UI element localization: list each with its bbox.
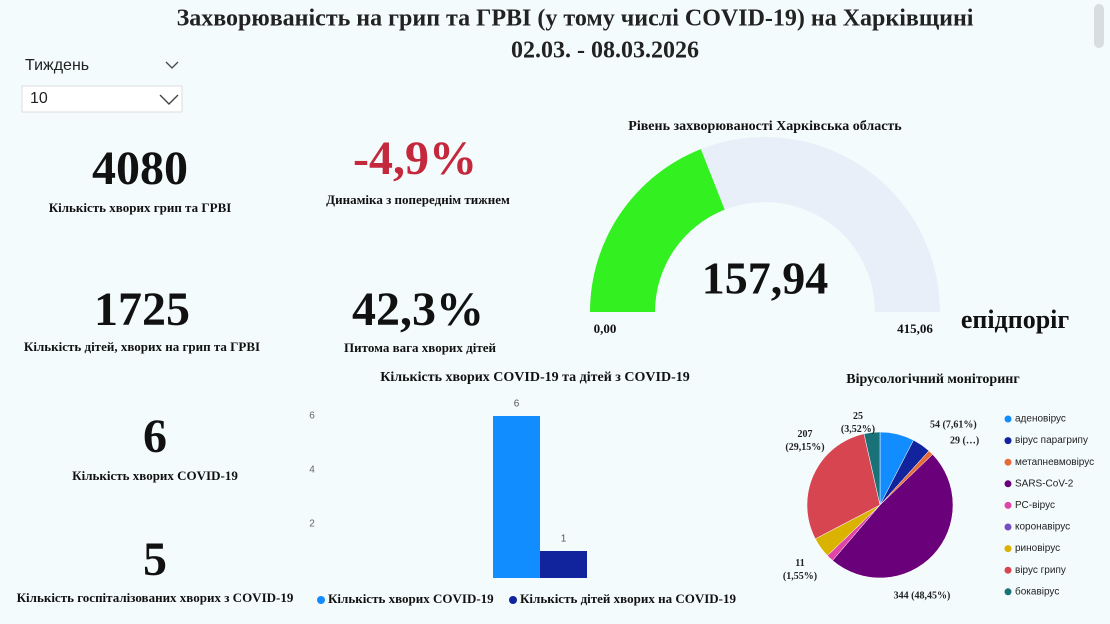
kpi-value: 1725 bbox=[94, 283, 190, 336]
data-label: 207 (29,15%) bbox=[785, 429, 824, 453]
scrollbar[interactable] bbox=[1094, 4, 1104, 48]
data-label: 344 (48,45%) bbox=[894, 590, 951, 601]
legend-label: вірус парагрипу bbox=[1015, 435, 1088, 446]
data-label: 29 (…) bbox=[950, 435, 979, 446]
legend-label: SARS-CoV-2 bbox=[1015, 478, 1074, 489]
charts: Рівень захворюваності Харківська область… bbox=[309, 119, 1094, 606]
legend-marker bbox=[1004, 566, 1012, 574]
chart-title: Кількість хворих COVID-19 та дітей з COV… bbox=[380, 370, 690, 385]
legend-marker bbox=[1004, 437, 1012, 445]
gauge-value bbox=[590, 149, 725, 312]
data-label: 25 (3,52%) bbox=[841, 411, 875, 435]
legend-marker bbox=[509, 596, 517, 604]
chevron[interactable] bbox=[159, 94, 179, 105]
gauge-min: 0,00 bbox=[594, 321, 617, 336]
kpi-label: Питома вага хворих дітей bbox=[344, 340, 497, 355]
kpi-value: 5 bbox=[143, 533, 167, 586]
kpi-label: Кількість дітей, хворих на грип та ГРВІ bbox=[24, 339, 260, 354]
kpi-label: Кількість хворих грип та ГРВІ bbox=[49, 200, 232, 215]
gauge-max: 415,06 bbox=[897, 321, 933, 336]
legend-marker bbox=[1004, 458, 1012, 466]
pie-slice bbox=[832, 454, 954, 579]
legend-marker bbox=[1004, 588, 1012, 596]
kpi-value: 4080 bbox=[92, 142, 188, 195]
legend-marker bbox=[1004, 523, 1012, 531]
legend-marker bbox=[1004, 545, 1012, 553]
data-label: 6 bbox=[514, 399, 520, 410]
legend-marker bbox=[1004, 480, 1012, 488]
kpi-label: Кількість хворих COVID-19 bbox=[72, 468, 238, 483]
gauge-threshold: епідпоріг bbox=[961, 305, 1070, 334]
kpi-value: -4,9% bbox=[353, 132, 477, 185]
legend-label: вірус грипу bbox=[1015, 565, 1066, 576]
pie-slice bbox=[863, 431, 881, 506]
kpi-label: Динаміка з попереднім тижнем bbox=[326, 192, 510, 207]
kpi-value: 6 bbox=[143, 410, 167, 463]
title: Захворюваність на грип та ГРВІ (у тому ч… bbox=[177, 6, 974, 32]
y-tick-label: 4 bbox=[309, 465, 315, 476]
subtitle: 02.03. - 08.03.2026 bbox=[511, 38, 699, 64]
kpi-label: Кількість госпіталізованих хворих з COVI… bbox=[17, 590, 294, 605]
legend-label: риновірус bbox=[1015, 543, 1060, 554]
data-label: 11 (1,55%) bbox=[783, 558, 817, 582]
y-tick-label: 6 bbox=[309, 411, 315, 422]
bar bbox=[540, 551, 587, 578]
data-label: 1 bbox=[561, 534, 567, 545]
chart-title: Рівень захворюваності Харківська область bbox=[628, 119, 902, 134]
legend-label: коронавірус bbox=[1015, 522, 1070, 533]
legend-label: аденовірус bbox=[1015, 414, 1066, 425]
legend-label: РС-вірус bbox=[1015, 500, 1055, 511]
legend-marker bbox=[1004, 501, 1012, 509]
data-label: 54 (7,61%) bbox=[930, 419, 977, 430]
kpi-value: 42,3% bbox=[352, 283, 484, 336]
legend-label: Кількість хворих COVID-19 bbox=[328, 591, 494, 606]
legend-label: метапневмовірус bbox=[1015, 457, 1094, 468]
gauge-value-label: 157,94 bbox=[702, 253, 829, 304]
filter-value: 10 bbox=[30, 90, 48, 107]
y-tick-label: 2 bbox=[309, 519, 315, 530]
legend-label: Кількість дітей хворих на COVID-19 bbox=[520, 591, 736, 606]
legend-marker bbox=[317, 596, 325, 604]
legend-marker bbox=[1004, 415, 1012, 423]
filter-label: Тиждень bbox=[25, 57, 89, 74]
pie-slice bbox=[806, 433, 881, 540]
filter-dropdown[interactable] bbox=[21, 85, 183, 113]
chevron[interactable] bbox=[165, 61, 179, 69]
bar bbox=[493, 416, 540, 578]
legend-label: бокавірус bbox=[1015, 585, 1059, 597]
chart-title: Вірусологічний моніторинг bbox=[846, 372, 1019, 387]
